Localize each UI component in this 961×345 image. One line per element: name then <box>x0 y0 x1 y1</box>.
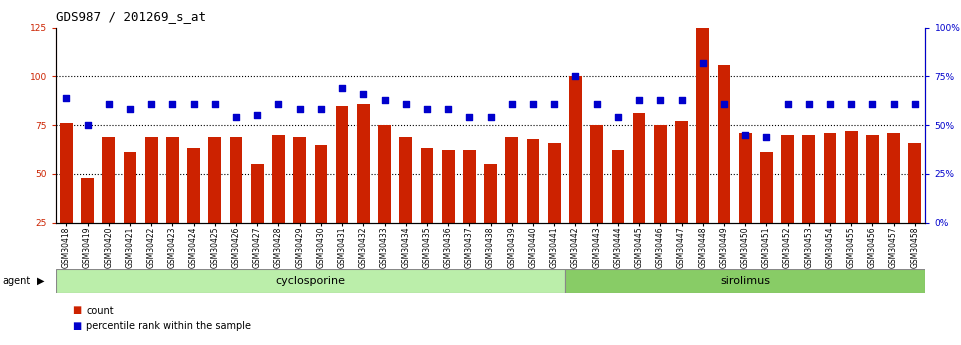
Bar <box>590 125 603 223</box>
Point <box>505 101 520 106</box>
Bar <box>335 106 349 223</box>
Text: ▶: ▶ <box>37 276 44 286</box>
Point <box>461 115 477 120</box>
Point <box>185 101 201 106</box>
Bar <box>124 152 136 223</box>
Point <box>610 115 626 120</box>
Point <box>101 101 116 106</box>
Point <box>844 101 859 106</box>
Text: percentile rank within the sample: percentile rank within the sample <box>86 321 252 331</box>
Bar <box>569 76 581 223</box>
Bar <box>293 137 306 223</box>
Point <box>780 101 796 106</box>
Point <box>483 115 499 120</box>
Point <box>356 91 371 97</box>
Bar <box>548 142 560 223</box>
Bar <box>484 164 497 223</box>
Point <box>907 101 923 106</box>
Bar <box>527 139 539 223</box>
Point <box>122 107 137 112</box>
Bar <box>718 65 730 223</box>
Point <box>674 97 689 102</box>
Bar <box>676 121 688 223</box>
Bar <box>632 114 646 223</box>
Bar <box>824 133 836 223</box>
Point <box>334 85 350 91</box>
Point <box>758 134 774 139</box>
Point <box>229 115 244 120</box>
Point <box>526 101 541 106</box>
Bar <box>887 133 900 223</box>
Bar <box>251 164 263 223</box>
Point <box>250 112 265 118</box>
Point <box>80 122 95 128</box>
Bar <box>697 28 709 223</box>
Bar <box>421 148 433 223</box>
Bar <box>400 137 412 223</box>
Bar <box>463 150 476 223</box>
Bar <box>60 123 73 223</box>
Point <box>568 73 583 79</box>
Point <box>886 101 901 106</box>
Bar <box>866 135 878 223</box>
Point <box>801 101 817 106</box>
Bar <box>314 145 328 223</box>
Bar <box>166 137 179 223</box>
Point <box>292 107 308 112</box>
Point <box>208 101 223 106</box>
Point <box>589 101 604 106</box>
Bar <box>611 150 625 223</box>
Bar <box>145 137 158 223</box>
Point <box>716 101 731 106</box>
Point <box>164 101 180 106</box>
Point <box>419 107 434 112</box>
Bar <box>781 135 794 223</box>
Point <box>547 101 562 106</box>
Text: sirolimus: sirolimus <box>720 276 770 286</box>
Bar <box>187 148 200 223</box>
Bar <box>908 142 922 223</box>
Point <box>823 101 838 106</box>
Bar <box>379 125 391 223</box>
Bar <box>442 150 455 223</box>
Point <box>631 97 647 102</box>
Bar <box>272 135 284 223</box>
Point <box>313 107 329 112</box>
Bar <box>845 131 857 223</box>
Point <box>398 101 413 106</box>
Bar <box>357 104 370 223</box>
Point <box>440 107 456 112</box>
Point <box>271 101 286 106</box>
Text: agent: agent <box>2 276 30 286</box>
Text: cyclosporine: cyclosporine <box>275 276 345 286</box>
Text: count: count <box>86 306 114 315</box>
Bar <box>209 137 221 223</box>
Bar <box>739 133 752 223</box>
Point <box>59 95 74 100</box>
Bar <box>81 178 94 223</box>
Point <box>695 60 710 66</box>
Point <box>653 97 668 102</box>
Bar <box>802 135 815 223</box>
Text: ■: ■ <box>72 321 82 331</box>
Point <box>737 132 752 138</box>
Bar <box>565 269 925 293</box>
Bar <box>56 269 565 293</box>
Bar <box>103 137 115 223</box>
Bar <box>230 137 242 223</box>
Text: ■: ■ <box>72 306 82 315</box>
Point <box>865 101 880 106</box>
Text: GDS987 / 201269_s_at: GDS987 / 201269_s_at <box>56 10 206 23</box>
Bar <box>505 137 518 223</box>
Point <box>143 101 159 106</box>
Point <box>377 97 392 102</box>
Bar <box>653 125 667 223</box>
Bar <box>760 152 773 223</box>
